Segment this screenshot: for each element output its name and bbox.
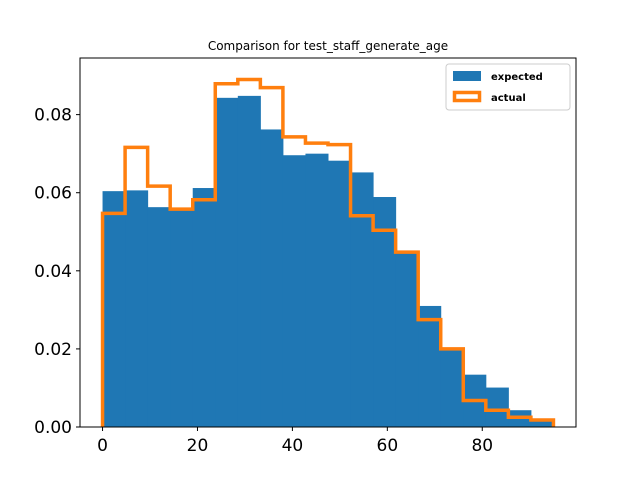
y-tick-label: 0.00 [34,418,72,438]
expected-bar [350,172,374,427]
expected-bar [418,305,442,427]
actual-step-layer [100,77,556,427]
x-tick-label: 20 [187,436,209,456]
expected-bar [125,190,149,427]
expected-bar [440,347,464,427]
axes-frame [79,57,577,428]
expected-bar [192,188,216,427]
y-tick-label: 0.06 [34,184,72,204]
x-tick-label: 40 [282,436,304,456]
expected-bar [485,387,509,427]
expected-bar [102,191,126,427]
y-tick-label: 0.04 [34,262,72,282]
expected-bar [147,207,171,427]
chart-title: Comparison for test_staff_generate_age [208,39,448,53]
expected-bar [305,153,329,427]
expected-bar [530,421,554,427]
expected-bars [102,95,554,427]
expected-bar [170,207,194,427]
legend-swatch-actual [452,90,482,103]
actual-step-line [100,77,556,427]
expected-bar [328,160,352,427]
expected-bar [260,129,284,427]
expected-bar [373,197,397,427]
expected-bar [282,155,306,427]
expected-bar [215,97,239,427]
expected-bar [237,95,261,427]
legend: expected actual [445,63,571,111]
y-tick-label: 0.08 [34,106,72,126]
expected-bar [395,250,419,427]
x-tick-label: 60 [377,436,399,456]
legend-label-expected: expected [491,72,543,83]
legend-label-actual: actual [491,93,526,104]
x-tick-label: 80 [471,436,493,456]
axes: 0 20 40 60 80 0.00 0.02 0.04 0.06 0.08 [34,57,577,456]
y-tick-label: 0.02 [34,340,72,360]
x-tick-label: 0 [97,436,108,456]
legend-swatch-expected [453,71,481,81]
